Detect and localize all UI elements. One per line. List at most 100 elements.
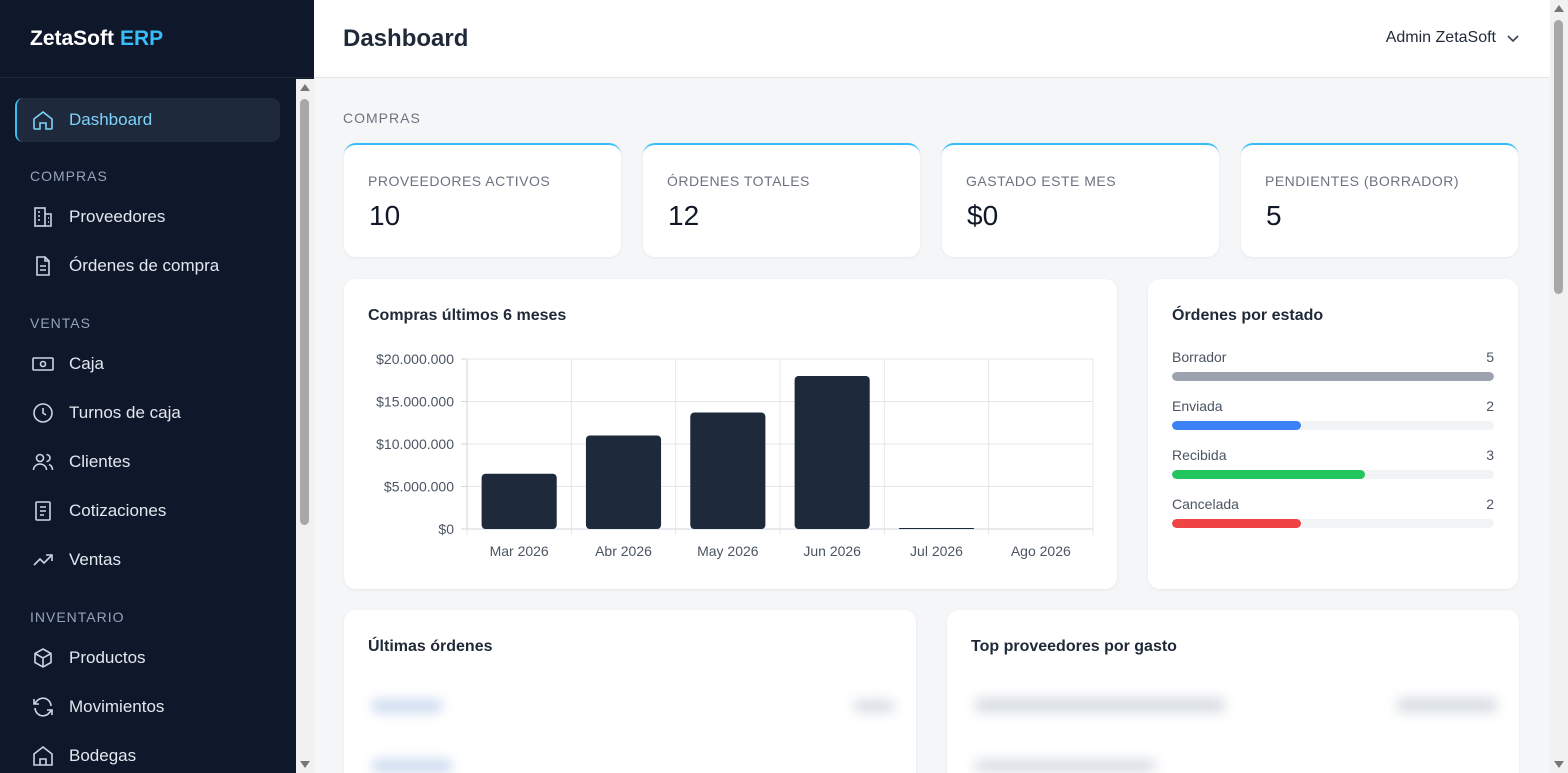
status-label: Borrador [1172, 349, 1227, 365]
sidebar-scrollbar[interactable] [296, 79, 314, 773]
scroll-down-arrow-icon[interactable] [300, 761, 310, 768]
stat-value: 10 [369, 200, 401, 231]
status-row-borrador: Borrador 5 [1172, 349, 1494, 389]
brand-accent: ERP [120, 26, 164, 50]
sidebar-item-label: Turnos de caja [69, 403, 181, 422]
chart-bar [794, 376, 870, 529]
scrollbar-thumb[interactable] [300, 99, 309, 525]
purchases-bar-chart: $0 $5.000.000 $10.000.000 $15.000.000 $20.00… [376, 351, 1094, 559]
sidebar-section-inventario: INVENTARIO [30, 609, 125, 625]
chart-title: Compras últimos 6 meses [368, 307, 567, 324]
sidebar-item-label: Dashboard [69, 110, 153, 129]
sidebar-item-ordenes-de-compra[interactable]: Órdenes de compra [15, 244, 280, 288]
y-tick-label: $10.000.000 [376, 436, 454, 452]
status-row-cancelada: Cancelada 2 [1172, 496, 1494, 536]
sidebar-section-compras: COMPRAS [30, 168, 108, 184]
user-menu[interactable]: Admin ZetaSoft [1386, 29, 1520, 47]
status-bar-fill [1172, 519, 1301, 528]
building-icon [34, 207, 52, 227]
x-tick-label: Jun 2026 [803, 543, 861, 559]
status-row-enviada: Enviada 2 [1172, 398, 1494, 438]
trend-up-icon [33, 554, 53, 566]
refresh-icon [33, 697, 53, 717]
sidebar-item-productos[interactable]: Productos [15, 636, 280, 680]
box-icon [34, 648, 52, 668]
sidebar-item-label: Proveedores [69, 207, 166, 226]
stat-label: ÓRDENES TOTALES [667, 173, 810, 189]
status-count: 2 [1486, 496, 1494, 512]
latest-orders-title: Últimas órdenes [368, 638, 493, 655]
scroll-up-arrow-icon[interactable] [1554, 5, 1564, 12]
chart-bar [585, 435, 662, 529]
status-card-title: Órdenes por estado [1172, 307, 1324, 324]
sidebar-item-clientes[interactable]: Clientes [15, 440, 280, 484]
top-suppliers-placeholder [947, 650, 1519, 773]
chevron-down-icon [1507, 35, 1519, 43]
sidebar-item-turnos-de-caja[interactable]: Turnos de caja [15, 391, 280, 435]
stat-card-proveedores-activos: PROVEEDORES ACTIVOS 10 [344, 143, 621, 257]
stat-label: GASTADO ESTE MES [966, 173, 1117, 189]
status-label: Recibida [1172, 447, 1227, 463]
status-count: 5 [1486, 349, 1494, 365]
sidebar-item-label: Movimientos [69, 697, 165, 716]
x-tick-label: Ago 2026 [1011, 543, 1071, 559]
page-title: Dashboard [343, 25, 469, 52]
status-bar-fill [1172, 372, 1494, 381]
home-icon [33, 110, 53, 130]
stat-card-ordenes-totales: ÓRDENES TOTALES 12 [643, 143, 920, 257]
sidebar-item-label: Caja [69, 354, 104, 373]
section-label-compras: COMPRAS [343, 110, 421, 126]
top-suppliers-card: Top proveedores por gasto [947, 610, 1519, 773]
sidebar-item-label: Cotizaciones [69, 501, 167, 520]
sidebar-item-label: Bodegas [69, 746, 137, 765]
scroll-down-arrow-icon[interactable] [1554, 761, 1564, 768]
status-label: Cancelada [1172, 496, 1239, 512]
y-tick-label: $5.000.000 [384, 479, 454, 495]
x-tick-label: Jul 2026 [910, 543, 963, 559]
status-count: 2 [1486, 398, 1494, 414]
sidebar-item-label: Clientes [69, 452, 131, 471]
sidebar-item-dashboard[interactable]: Dashboard [15, 98, 280, 142]
y-tick-label: $0 [438, 521, 454, 537]
sidebar-item-proveedores[interactable]: Proveedores [15, 195, 280, 239]
user-name: Admin ZetaSoft [1385, 29, 1496, 46]
brand-name: ZetaSoft [30, 26, 114, 50]
x-tick-label: May 2026 [697, 543, 759, 559]
top-bar: Dashboard Admin ZetaSoft [314, 0, 1550, 78]
brand-logo[interactable]: ZetaSoft ERP [0, 0, 314, 78]
chart-bar [898, 528, 975, 529]
stat-card-gastado-este-mes: GASTADO ESTE MES $0 [942, 143, 1219, 257]
document-icon [36, 256, 50, 276]
status-label: Enviada [1172, 398, 1223, 414]
sidebar-item-caja[interactable]: Caja [15, 342, 280, 386]
purchases-chart-card: Compras últimos 6 meses $0 $5.000.000 $10.… [344, 279, 1117, 589]
stat-value: 5 [1266, 200, 1282, 231]
sidebar-item-cotizaciones[interactable]: Cotizaciones [15, 489, 280, 533]
status-bar-track [1172, 421, 1494, 430]
orders-by-status-card: Órdenes por estado Borrador 5 Enviada 2 … [1148, 279, 1518, 589]
scrollbar-thumb[interactable] [1554, 20, 1563, 294]
status-bar-fill [1172, 470, 1366, 479]
stat-label: PROVEEDORES ACTIVOS [368, 173, 551, 189]
sidebar: ZetaSoft ERP Dashboard COMPRAS Proveedor… [0, 0, 314, 773]
status-row-recibida: Recibida 3 [1172, 447, 1494, 487]
y-tick-label: $15.000.000 [376, 394, 454, 410]
stat-value: 12 [668, 200, 700, 231]
sidebar-item-movimientos[interactable]: Movimientos [15, 685, 280, 729]
sidebar-nav: Dashboard COMPRAS Proveedores Órdenes de… [0, 79, 296, 773]
sidebar-item-bodegas[interactable]: Bodegas [15, 734, 280, 773]
status-bar-track [1172, 519, 1494, 528]
top-suppliers-title: Top proveedores por gasto [971, 638, 1177, 655]
status-bar-fill [1172, 421, 1301, 430]
latest-orders-placeholder [344, 650, 916, 773]
sidebar-item-label: Órdenes de compra [69, 256, 220, 275]
y-tick-label: $20.000.000 [376, 351, 454, 367]
stat-label: PENDIENTES (BORRADOR) [1265, 173, 1460, 189]
status-bar-track [1172, 470, 1494, 479]
scroll-up-arrow-icon[interactable] [300, 84, 310, 91]
sidebar-item-label: Productos [69, 648, 146, 667]
sidebar-item-ventas[interactable]: Ventas [15, 538, 280, 582]
x-tick-label: Mar 2026 [490, 543, 549, 559]
main-scrollbar[interactable] [1550, 0, 1568, 773]
clock-icon [33, 403, 53, 423]
